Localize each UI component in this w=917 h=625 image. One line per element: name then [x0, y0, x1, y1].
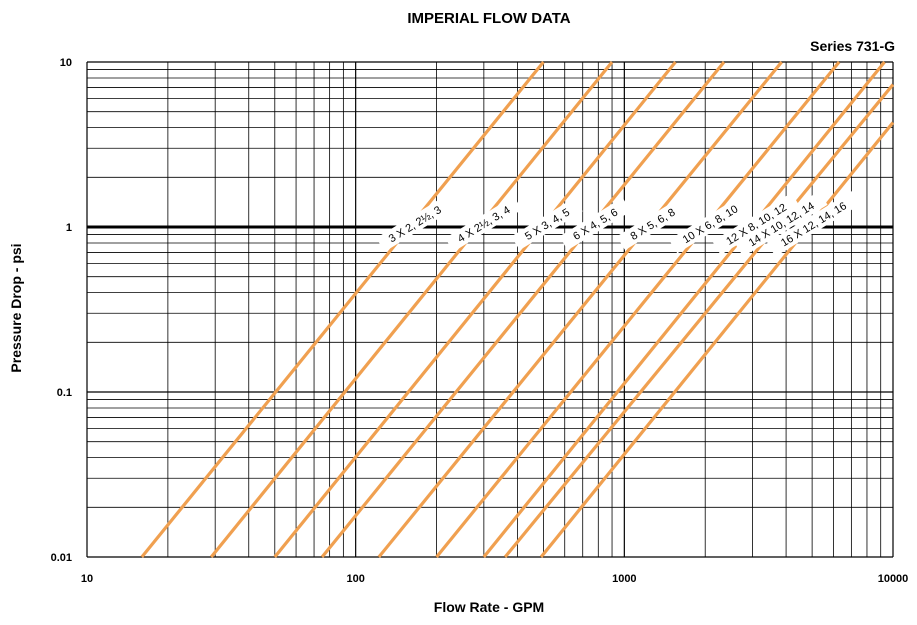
- series-line: [273, 60, 677, 559]
- series-line: [482, 60, 886, 559]
- series-line: [209, 60, 614, 559]
- y-tick-label: 0.01: [51, 552, 72, 564]
- series-line: [377, 60, 783, 559]
- series-label-background: [559, 197, 631, 251]
- tick-labels: 10 100 1000 10000 0.01 0.1 1 10: [51, 57, 909, 585]
- y-tick-label: 10: [60, 57, 72, 69]
- grid: [86, 61, 894, 558]
- series-label-background: [734, 191, 828, 257]
- series-lines: [140, 60, 895, 559]
- series-line: [539, 121, 895, 559]
- series-label-text: 3 X 2, 2½, 3: [387, 204, 444, 245]
- x-tick-label: 10000: [878, 573, 909, 585]
- series-label-background: [511, 197, 583, 251]
- chart-subtitle: Series 731-G: [810, 38, 895, 54]
- y-axis-label: Pressure Drop - psi: [8, 243, 24, 372]
- y-tick-label: 1: [66, 222, 72, 234]
- series-label-background: [445, 196, 522, 252]
- series-label-background: [767, 191, 860, 257]
- series-line: [503, 83, 895, 559]
- series-line: [140, 60, 545, 559]
- y-tick-label: 0.1: [57, 387, 72, 399]
- x-tick-label: 10: [81, 573, 93, 585]
- series-label-background: [616, 197, 689, 251]
- x-tick-label: 1000: [612, 573, 636, 585]
- series-label-background: [712, 192, 800, 255]
- chart-title: IMPERIAL FLOW DATA: [407, 10, 570, 27]
- series-label-background: [376, 196, 454, 252]
- series-label-background: [668, 194, 752, 254]
- x-axis-label: Flow Rate - GPM: [434, 599, 544, 615]
- x-tick-label: 100: [346, 573, 364, 585]
- series-line: [320, 60, 726, 559]
- series-line: [435, 60, 841, 559]
